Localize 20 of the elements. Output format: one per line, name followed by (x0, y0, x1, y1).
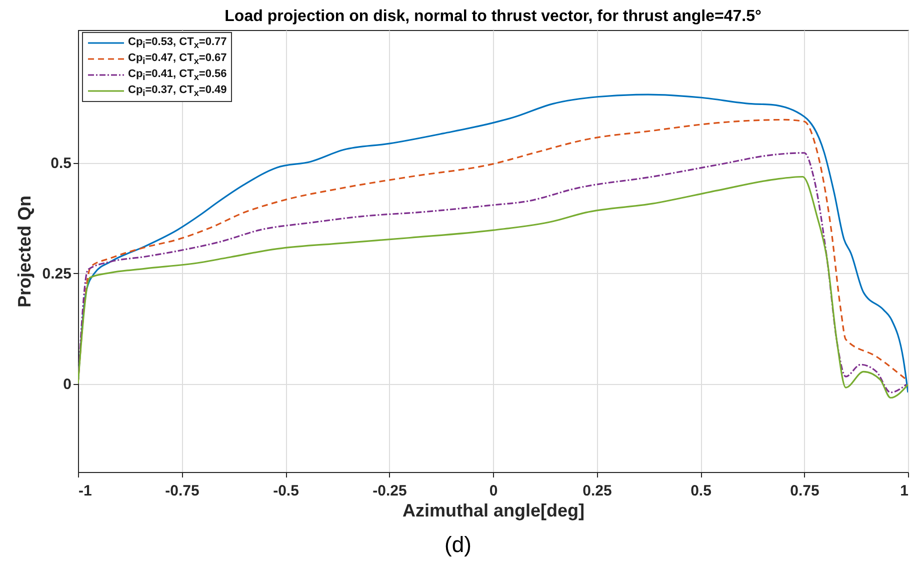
x-tick-label: -0.25 (372, 482, 407, 500)
text: (d) (444, 532, 472, 558)
legend-label: Cp$_{i}$=0.41, CT$_{x}$=0.56 (128, 68, 227, 82)
legend-label: Cp$_{i}$=0.47, CT$_{x}$=0.67 (128, 52, 227, 66)
x-tick-label: 0.25 (582, 482, 612, 500)
legend-label: Cp$_{i}$=0.37, CT$_{x}$=0.49 (128, 84, 227, 98)
x-tick-label: -1 (78, 482, 92, 500)
x-tick-label: 0 (489, 482, 498, 500)
chart-title: Load projection on disk, normal to thrust vector, for thrust angle=47.5° (224, 8, 762, 25)
y-tick-label: 0.5 (50, 155, 72, 172)
x-tick-label: 0.75 (790, 482, 820, 500)
x-tick-label: -0.75 (165, 482, 200, 500)
y-tick-label: 0.25 (42, 266, 72, 283)
y-axis-title: Projected Qn (14, 195, 34, 308)
x-tick-label: 0.5 (690, 482, 712, 500)
x-tick-label: -0.5 (273, 482, 299, 500)
x-axis-title: Azimuthal angle[deg] (402, 500, 585, 520)
y-tick-label: 0 (63, 376, 72, 394)
x-tick-label: 1 (900, 482, 908, 500)
legend-label: Cp$_{i}$=0.53, CT$_{x}$=0.77 (128, 36, 227, 50)
